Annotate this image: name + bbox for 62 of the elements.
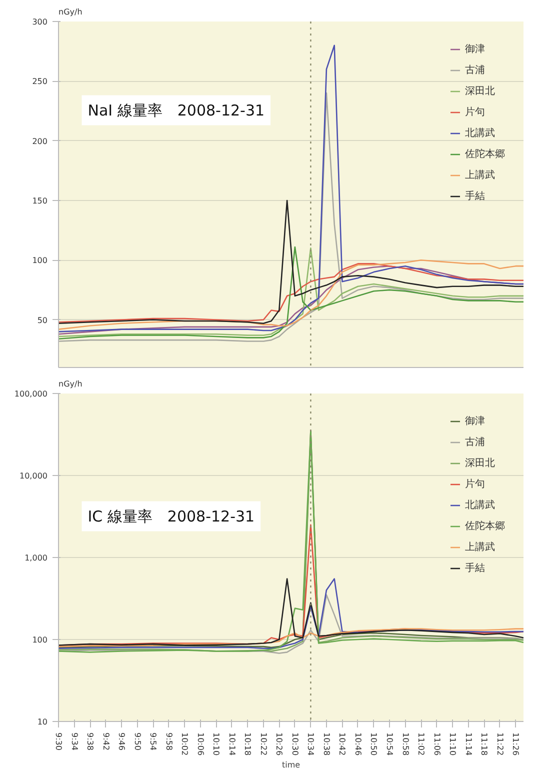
legend-label: 片句 xyxy=(465,478,485,491)
x-tick-label: 11:26 xyxy=(511,732,520,756)
x-tick-label: 10:54 xyxy=(385,732,394,756)
x-tick-label: 10:34 xyxy=(306,732,316,756)
x-tick-label: 10:02 xyxy=(180,732,190,756)
legend-label: 北講武 xyxy=(465,498,495,512)
x-tick-label: 10:14 xyxy=(227,732,236,756)
x-tick-label: 11:18 xyxy=(480,732,489,756)
y-tick-label: 150 xyxy=(32,196,48,206)
legend-label: 上講武 xyxy=(465,540,495,554)
x-tick-label: 10:30 xyxy=(290,732,300,756)
x-tick-label: 11:10 xyxy=(448,732,458,756)
x-axis-title: time xyxy=(282,760,300,770)
x-tick-label: 10:42 xyxy=(338,732,347,756)
x-tick-label: 10:10 xyxy=(212,732,221,756)
x-tick-label: 10:26 xyxy=(274,732,284,756)
y-tick-label: 10 xyxy=(37,718,48,726)
y-axis-title: nGy/h xyxy=(58,8,82,16)
legend-label: 手結 xyxy=(465,562,485,575)
x-tick-label: 9:38 xyxy=(86,732,95,750)
x-tick-label: 10:38 xyxy=(322,732,331,756)
legend-label: 深田北 xyxy=(465,456,495,470)
legend-label: 手結 xyxy=(465,190,485,203)
x-tick-label: 10:06 xyxy=(196,732,205,756)
x-tick-label: 11:22 xyxy=(495,732,504,756)
x-tick-label: 9:50 xyxy=(132,732,142,750)
y-axis-title: nGy/h xyxy=(58,380,82,388)
x-tick-label: 9:46 xyxy=(117,732,126,750)
legend-label: 北講武 xyxy=(465,126,495,140)
legend-label: 古浦 xyxy=(465,64,485,77)
legend-label: 御津 xyxy=(465,42,485,56)
y-tick-label: 50 xyxy=(37,316,48,325)
legend-label: 御津 xyxy=(465,414,485,428)
x-tick-label: 9:34 xyxy=(70,732,79,750)
x-tick-label: 10:22 xyxy=(258,732,268,756)
y-tick-label: 250 xyxy=(32,77,48,86)
y-tick-label: 100 xyxy=(32,636,48,644)
legend-label: 古浦 xyxy=(465,436,485,449)
x-tick-label: 11:06 xyxy=(432,732,442,756)
legend-label: 片句 xyxy=(465,106,485,119)
x-tick-label: 9:58 xyxy=(164,732,174,750)
x-tick-label: 10:50 xyxy=(369,732,378,756)
y-tick-label: 300 xyxy=(32,18,48,26)
y-tick-label: 1,000 xyxy=(24,554,48,562)
legend-label: 深田北 xyxy=(465,84,495,98)
x-tick-label: 10:58 xyxy=(400,732,410,756)
y-tick-label: 10,000 xyxy=(20,472,48,480)
x-tick-label: 9:42 xyxy=(101,732,110,750)
x-tick-label: 11:14 xyxy=(464,732,473,756)
text: IC 線量率 2008-12-31 xyxy=(88,507,255,526)
x-tick-label: 9:30 xyxy=(54,732,63,750)
x-tick-label: 10:18 xyxy=(243,732,252,756)
text: NaI 線量率 2008-12-31 xyxy=(88,101,265,120)
x-tick-label: 11:02 xyxy=(416,732,426,756)
legend-label: 上講武 xyxy=(465,168,495,182)
x-tick-label: 9:54 xyxy=(148,732,158,750)
y-tick-label: 100 xyxy=(32,256,48,266)
x-tick-label: 10:46 xyxy=(353,732,362,756)
legend-label: 佐陀本郷 xyxy=(465,148,505,161)
y-tick-label: 200 xyxy=(32,136,48,146)
legend-label: 佐陀本郷 xyxy=(465,520,505,533)
y-tick-label: 100,000 xyxy=(14,390,48,398)
